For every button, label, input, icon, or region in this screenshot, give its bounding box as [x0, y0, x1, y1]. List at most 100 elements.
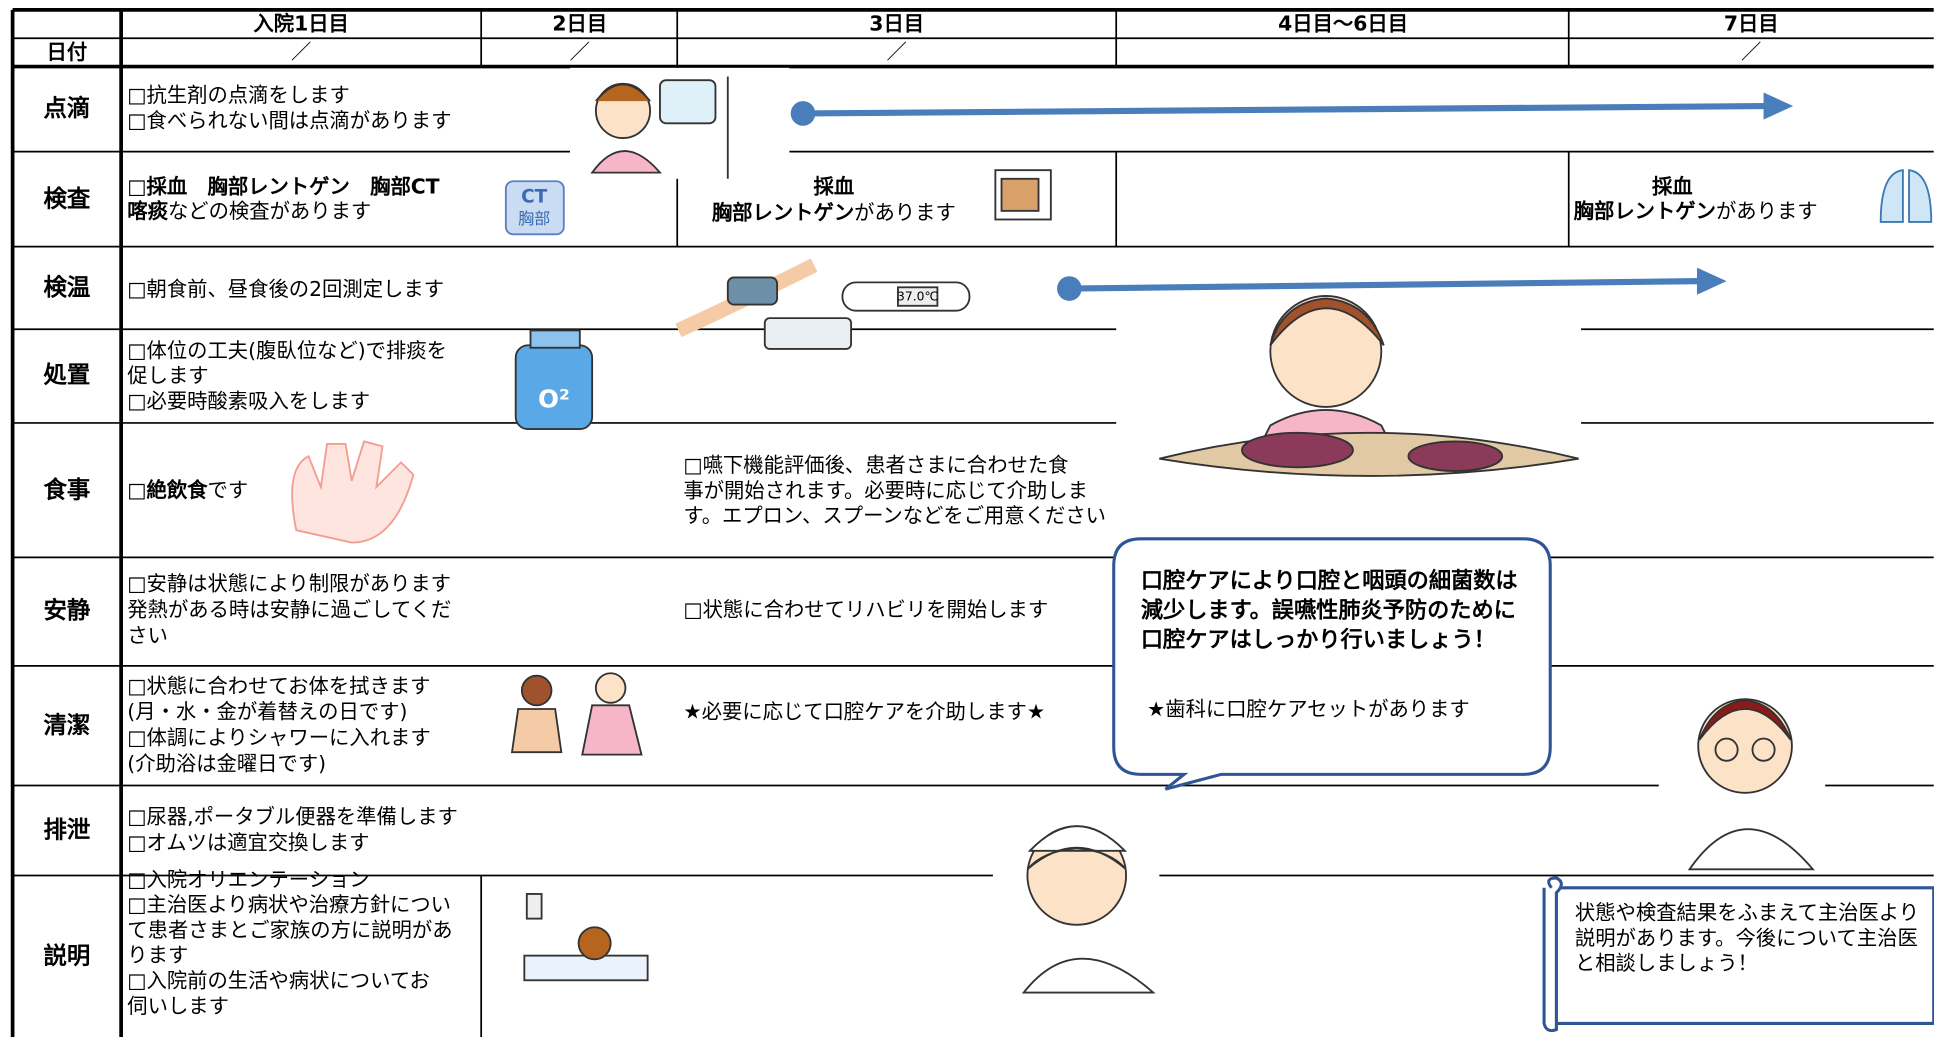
cell-text: ります: [127, 943, 188, 967]
cell-text: □抗生剤の点滴をします: [127, 83, 350, 107]
text-run: 事が開始されます。必要時に応じて介助しま: [683, 478, 1088, 502]
cell-text: て患者さまとご家族の方に説明があ: [127, 918, 452, 942]
text-run: □抗生剤の点滴をします: [127, 83, 350, 107]
cell-text: 減少します。誤嚥性肺炎予防のために: [1141, 596, 1516, 623]
text-run: ります: [127, 943, 188, 967]
text-run: □嚥下機能評価後、患者さまに合わせた食: [683, 453, 1068, 477]
text-run: ★必要に応じて口腔ケアを介助します★: [683, 700, 1045, 724]
day-header: 7日目: [1724, 12, 1779, 36]
cell-text: □必要時酸素吸入をします: [127, 389, 370, 413]
text-run: 口腔ケアはしっかり行いましょう！: [1141, 625, 1496, 652]
illustrations: [291, 67, 1933, 1004]
row-label: 説明: [43, 941, 90, 969]
cell-text: □入院前の生活や病状についてお: [127, 969, 430, 993]
cell-text: □入院オリエンテーション: [127, 867, 369, 891]
text-run: □安静は状態により制限があります: [127, 571, 451, 595]
row-label: 排泄: [43, 816, 90, 844]
icon-label: CT: [521, 186, 548, 207]
text-run: (介助浴は金曜日です): [127, 751, 326, 775]
text-run: □体位の工夫(腹臥位など)で排痰を: [127, 338, 447, 362]
cell-text: 胸部レントゲンがあります: [1574, 199, 1818, 223]
cell-text: 喀痰などの検査があります: [127, 199, 371, 223]
text-run: と相談しましょう！: [1575, 951, 1758, 975]
text-run: 胸部レントゲン: [1574, 199, 1716, 223]
cell-text: □状態に合わせてリハビリを開始します: [683, 597, 1048, 621]
cell-text: 口腔ケアにより口腔と咽頭の細菌数は: [1141, 567, 1518, 593]
cell-text: 採血: [1652, 174, 1693, 198]
cell-text: ★必要に応じて口腔ケアを介助します★: [683, 700, 1045, 724]
cell-text: 促します: [127, 364, 208, 388]
cell-text: 説明があります。今後について主治医: [1575, 926, 1918, 950]
cell-text: 口腔ケアはしっかり行いましょう！: [1141, 625, 1496, 652]
text-run: □必要時酸素吸入をします: [127, 389, 370, 413]
icon-label: O²: [538, 385, 570, 414]
text-run: □主治医より病状や治療方針につい: [127, 893, 451, 917]
row-label: 検温: [43, 273, 90, 301]
cell-text: □状態に合わせてお体を拭きます: [127, 674, 430, 698]
date-slash: ／: [1741, 40, 1761, 64]
cell-text: □オムツは適宜交換します: [127, 830, 369, 854]
text-run: □状態に合わせてお体を拭きます: [127, 674, 430, 698]
cell-text: (介助浴は金曜日です): [127, 751, 326, 775]
text-run: (月・水・金が着替えの日です): [127, 700, 407, 724]
text-run: 状態や検査結果をふまえて主治医より: [1575, 901, 1919, 925]
cell-text: 胸部レントゲンがあります: [712, 200, 956, 224]
text-run: 発熱がある時は安静に過ごしてくだ: [127, 597, 451, 621]
cell-text: 発熱がある時は安静に過ごしてくだ: [127, 597, 451, 621]
table-grid: [10, 8, 1934, 1037]
text-run: さい: [127, 623, 168, 647]
date-label: 日付: [47, 40, 88, 64]
callouts: [1112, 537, 1934, 1033]
text-run: ★歯科に口腔ケアセットがあります: [1147, 697, 1470, 721]
cell-text: す。エプロン、スプーンなどをご用意ください: [683, 504, 1106, 528]
date-slash: ／: [887, 40, 907, 64]
text-run: 採血: [814, 174, 855, 198]
text-run: □食べられない間は点滴があります: [127, 108, 451, 132]
text-run: て患者さまとご家族の方に説明があ: [127, 918, 452, 942]
text-run: 採血: [1652, 174, 1693, 198]
date-slash: ／: [570, 40, 590, 64]
text-run: 伺いします: [127, 994, 229, 1018]
text-run: 絶飲食: [147, 478, 209, 502]
cell-text: 採血: [814, 174, 855, 198]
row-label: 安静: [43, 596, 90, 624]
cell-text: □体位の工夫(腹臥位など)で排痰を: [127, 338, 447, 362]
row-label: 点滴: [43, 94, 90, 122]
icon-label: 胸部: [518, 209, 550, 228]
day-header: 2日目: [552, 12, 607, 36]
text-run: 促します: [127, 364, 208, 388]
cell-text: さい: [127, 623, 168, 647]
text-run: 説明があります。今後について主治医: [1575, 926, 1918, 950]
cell-text: □主治医より病状や治療方針につい: [127, 893, 451, 917]
cell-text: □採血 胸部レントゲン 胸部CT: [127, 174, 439, 198]
text-run: □入院オリエンテーション: [127, 867, 369, 891]
text-run: □状態に合わせてリハビリを開始します: [683, 597, 1048, 621]
text-run: □入院前の生活や病状についてお: [127, 969, 430, 993]
text-run: □朝食前、昼食後の2回測定します: [127, 277, 444, 301]
cell-text: ★歯科に口腔ケアセットがあります: [1147, 697, 1470, 721]
text-run: す。エプロン、スプーンなどをご用意ください: [683, 504, 1106, 528]
text-run: 喀痰: [127, 199, 168, 223]
cell-text: 事が開始されます。必要時に応じて介助しま: [683, 478, 1088, 502]
row-label: 清潔: [43, 711, 90, 739]
text-run: □: [127, 174, 146, 198]
date-slash: ／: [291, 40, 311, 64]
text-run: 減少します。誤嚥性肺炎予防のために: [1141, 596, 1516, 623]
text-run: 採血 胸部レントゲン 胸部CT: [147, 174, 440, 198]
cell-text: □尿器,ポータブル便器を準備します: [127, 805, 458, 829]
text-run: があります: [854, 200, 956, 224]
cell-text: 伺いします: [127, 994, 229, 1018]
text-run: があります: [1716, 199, 1818, 223]
icon-label: 37.0℃: [897, 290, 938, 304]
text-run: 口腔ケアにより口腔と咽頭の細菌数は: [1141, 567, 1518, 593]
row-label: 食事: [43, 475, 90, 503]
cell-text: □嚥下機能評価後、患者さまに合わせた食: [683, 453, 1068, 477]
cell-text: □食べられない間は点滴があります: [127, 108, 451, 132]
row-label: 処置: [43, 361, 90, 389]
cell-text: □安静は状態により制限があります: [127, 571, 451, 595]
text-run: □オムツは適宜交換します: [127, 830, 369, 854]
text-run: □: [127, 478, 146, 502]
text-run: 胸部レントゲン: [712, 200, 854, 224]
